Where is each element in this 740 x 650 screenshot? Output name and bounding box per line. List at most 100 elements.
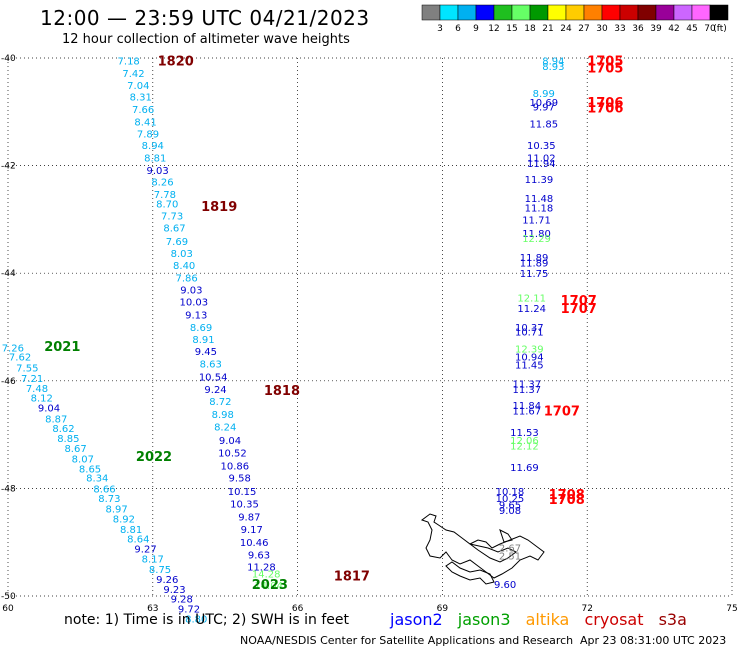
swh-value-label: 9.08 [499,506,521,517]
colorbar-swatch [457,4,477,21]
swh-value-label: 9.87 [238,512,260,523]
swh-value-label: 14.04 [254,581,283,592]
swh-value-label: 9.26 [156,575,178,586]
swh-value-label: 8.66 [93,484,115,495]
swh-value-label: 7.78 [154,190,176,201]
swh-value-label: 10.46 [240,538,269,549]
swh-value-label: 7.62 [9,353,31,364]
swh-value-label: 9.63 [248,551,270,562]
swh-value-label: 8.87 [45,414,67,425]
colorbar-swatch [529,4,549,21]
grid [7,57,733,597]
credit-text: NOAA/NESDIS Center for Satellite Applica… [240,634,574,647]
swh-value-label: 7.21 [21,374,43,385]
swh-value-label: 10.18 [496,487,525,498]
swh-value-label: 8.62 [52,424,74,435]
swh-value-label: 9.45 [195,347,217,358]
swh-value-label: 10.15 [228,487,257,498]
colorbar-swatch [619,4,639,21]
swh-value-label: 7.73 [161,212,183,223]
colorbar-swatch [439,4,459,21]
swh-value-label: 11.85 [529,120,558,131]
note-text: note: 1) Time is in UTC; 2) SWH is in fe… [64,612,350,628]
pass-time-label: 1708 [549,488,585,503]
pass-time-label: 2023 [252,578,288,593]
swh-value-label: 10.03 [180,298,209,309]
colorbar-swatch [493,4,513,21]
swh-value-label: 7.86 [175,274,197,285]
colorbar-tick-label: 6 [455,24,461,34]
colorbar-swatch [547,4,567,21]
pass-time-label: 1707 [561,302,597,317]
axes: 60 63 66 69 72 75 -40 -42 -44 -46 -48 -50 [1,54,738,614]
swh-value-label: 9.13 [185,311,207,322]
colorbar-tick-label: 9 [473,24,479,34]
y-tick-label: -48 [1,484,16,494]
swh-value-label: 12.11 [517,293,546,304]
swh-value-label: 10.54 [199,372,228,383]
swh-value-label: 10.25 [496,494,525,505]
y-tick-label: -50 [1,592,16,602]
x-tick-label: 75 [726,604,737,614]
swh-value-label: 11.94 [527,159,556,170]
kerguelen-island-outline [420,513,545,585]
swh-value-label: 8.67 [163,223,185,234]
swh-value-label: 7.42 [122,69,144,80]
swh-value-label: 9.17 [241,525,263,536]
swh-value-label: 8.93 [542,62,564,73]
swh-value-label: 9.04 [219,436,241,447]
legend-s3a: s3a [658,610,687,629]
x-tick-label: 66 [292,604,304,614]
pass-time-label: 1707 [544,404,580,419]
data-marks: 7.187.427.048.317.668.417.898.948.819.03… [2,55,624,626]
swh-value-label: 11.89 [520,253,549,264]
swh-value-label: 8.98 [212,410,234,421]
swh-value-label: 8.80 [185,615,207,626]
swh-value-label: 8.94 [542,57,564,68]
swh-value-label: 8.97 [105,504,127,515]
colorbar-swatch [673,4,693,21]
swh-value-label: 8.03 [171,249,193,260]
swh-value-label: 11.24 [517,304,546,315]
swh-value-label: 8.24 [214,423,236,434]
colorbar-swatch [583,4,603,21]
swh-value-label: 8.40 [173,261,195,272]
swh-value-label: 11.89 [520,258,549,269]
colorbar-swatch [601,4,621,21]
swh-value-label: 7.04 [127,81,149,92]
pass-time-label: 1707 [561,294,597,309]
colorbar-swatch [709,4,729,21]
swh-value-label: 8.07 [72,454,94,465]
colorbar-swatch [511,4,531,21]
legend-altika: altika [525,610,570,629]
pass-time-label: 1705 [587,55,623,70]
swh-value-label: 7.18 [118,57,140,68]
x-tick-label: 69 [437,604,449,614]
swh-value-label: 11.80 [522,229,551,240]
swh-value-label: 2.67 [499,544,521,555]
swh-value-label: 11.71 [522,215,551,226]
swh-value-label: 7.89 [137,129,159,140]
swh-value-label: 11.28 [247,562,276,573]
colorbar-tick-label: 70 [704,24,716,34]
swh-value-label: 11.37 [513,379,542,390]
swh-value-label: 9.04 [38,404,60,415]
swh-value-label: 7.55 [16,363,38,374]
swh-value-label: 9.65 [499,501,521,512]
y-tick-label: -40 [1,54,16,64]
colorbar-tick-label: 18 [524,24,536,34]
swh-value-label: 9.03 [146,166,168,177]
colorbar-tick-label: 33 [614,24,625,34]
colorbar-tick-label: 12 [488,24,499,34]
swh-value-label: 7.26 [2,343,24,354]
swh-value-label: 11.53 [510,428,539,439]
swh-value-label: 10.37 [515,323,544,334]
swh-value-label: 2.51 [499,552,521,563]
swh-value-label: 10.52 [218,448,247,459]
swh-value-label: 11.84 [513,401,542,412]
swh-value-label: 8.64 [127,534,149,545]
pass-time-label: 2022 [136,450,172,465]
swh-value-label: 10.35 [230,499,259,510]
swh-value-label: 8.75 [149,565,171,576]
y-tick-label: -44 [1,269,16,279]
